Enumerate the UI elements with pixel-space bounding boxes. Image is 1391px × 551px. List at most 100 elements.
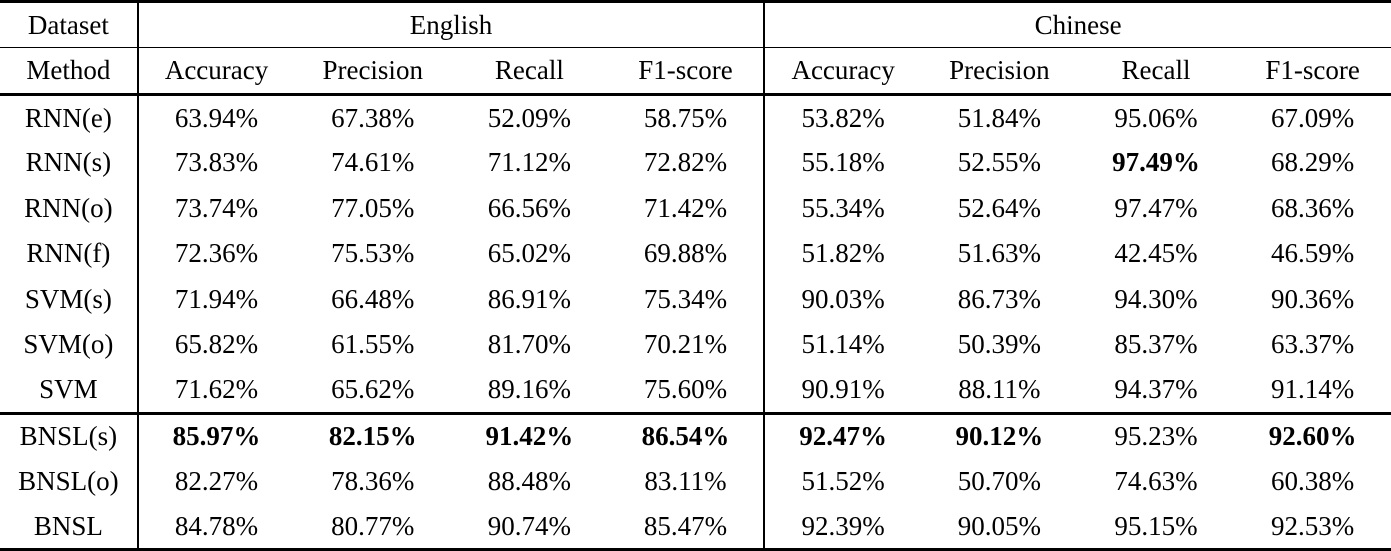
table-body: RNN(e) 63.94% 67.38% 52.09% 58.75% 53.82% 51.8…	[0, 94, 1391, 550]
value-cell: 72.82%	[607, 140, 766, 186]
value-cell: 63.37%	[1271, 329, 1355, 360]
value-cell: 92.60%	[1234, 411, 1391, 459]
value-cell: 46.59%	[1271, 238, 1355, 269]
method-cell: RNN(o)	[0, 185, 139, 231]
value-cell: 86.73%	[957, 283, 1041, 314]
value-cell: 95.15%	[1114, 510, 1198, 541]
method-cell: BNSL	[0, 504, 139, 550]
table-row: SVM(s) 71.94% 66.48% 86.91% 75.34% 90.03% 86.7…	[0, 276, 1391, 322]
group-header-chinese: Chinese	[764, 1, 1391, 48]
column-header-recall-chinese: Recall	[1077, 47, 1235, 96]
value-cell: 75.34%	[607, 276, 766, 322]
column-header-precision-english: Precision	[294, 47, 452, 96]
value-cell: 71.62%	[174, 374, 259, 404]
value-cell: 83.11%	[607, 458, 766, 504]
value-cell: 82.27%	[174, 465, 259, 496]
value-cell: 51.84%	[957, 102, 1041, 133]
value-cell: 95.23%	[1077, 411, 1235, 459]
value-cell: 50.39%	[957, 329, 1041, 360]
value-cell: 51.82%	[801, 238, 885, 269]
value-cell: 65.62%	[331, 374, 415, 404]
value-cell: 55.34%	[801, 192, 885, 223]
value-cell: 69.88%	[607, 231, 766, 277]
column-header-accuracy-chinese: Accuracy	[764, 47, 921, 96]
value-cell: 94.37%	[1114, 374, 1198, 404]
value-cell: 85.37%	[1114, 329, 1198, 360]
method-cell: SVM(o)	[0, 322, 139, 368]
value-cell: 91.14%	[1271, 374, 1355, 404]
group-header-row: Dataset English Chinese	[0, 1, 1391, 48]
value-cell: 90.74%	[487, 510, 571, 541]
value-cell: 50.70%	[957, 465, 1041, 496]
value-cell: 51.52%	[801, 465, 885, 496]
value-cell: 66.48%	[331, 283, 415, 314]
column-header-precision-chinese: Precision	[921, 47, 1078, 96]
value-cell: 90.91%	[801, 374, 885, 404]
column-header-recall-english: Recall	[451, 47, 608, 96]
value-cell: 71.94%	[174, 283, 259, 314]
method-cell: RNN(f)	[0, 231, 139, 277]
value-cell: 86.91%	[487, 283, 571, 314]
value-cell: 92.47%	[764, 411, 921, 459]
value-cell: 68.29%	[1271, 147, 1355, 178]
value-cell: 65.02%	[487, 238, 571, 269]
value-cell: 77.05%	[331, 192, 415, 223]
table-row: RNN(e) 63.94% 67.38% 52.09% 58.75% 53.82% 51.8…	[0, 94, 1391, 140]
method-cell: BNSL(s)	[0, 411, 139, 459]
table-row: BNSL(o) 82.27% 78.36% 88.48% 83.11% 51.52% 50.…	[0, 458, 1391, 504]
method-cell: RNN(s)	[0, 140, 139, 186]
value-cell: 61.55%	[331, 329, 415, 360]
table-row: BNSL 84.78% 80.77% 90.74% 85.47% 92.39% 90.05%…	[0, 504, 1391, 550]
value-cell: 90.05%	[957, 510, 1041, 541]
column-header-f1-english: F1-score	[607, 47, 766, 96]
method-cell: RNN(e)	[0, 94, 139, 140]
value-cell: 80.77%	[331, 510, 415, 541]
value-cell: 51.63%	[957, 238, 1041, 269]
value-cell: 71.42%	[607, 185, 766, 231]
metric-header-row: Method Accuracy Precision Recall F1-scor…	[0, 47, 1391, 96]
value-cell: 85.97%	[137, 411, 295, 459]
value-cell: 73.83%	[174, 147, 259, 178]
value-cell: 42.45%	[1114, 238, 1198, 269]
method-cell: SVM	[0, 367, 139, 413]
value-cell: 58.75%	[607, 94, 766, 140]
value-cell: 52.64%	[957, 192, 1041, 223]
group-header-english: English	[137, 1, 766, 48]
value-cell: 84.78%	[174, 510, 259, 541]
value-cell: 92.53%	[1271, 510, 1355, 541]
table-row: RNN(o) 73.74% 77.05% 66.56% 71.42% 55.34% 52.6…	[0, 185, 1391, 231]
column-header-f1-chinese: F1-score	[1234, 47, 1391, 96]
value-cell: 73.74%	[174, 192, 259, 223]
dataset-header: Dataset	[0, 1, 139, 48]
value-cell: 97.47%	[1114, 192, 1198, 223]
value-cell: 78.36%	[331, 465, 415, 496]
value-cell: 74.63%	[1114, 465, 1198, 496]
value-cell: 75.60%	[607, 367, 766, 413]
table-row: BNSL(s) 85.97% 82.15% 91.42% 86.54% 92.47% 90.…	[0, 411, 1391, 459]
value-cell: 63.94%	[174, 102, 259, 133]
value-cell: 70.21%	[607, 322, 766, 368]
value-cell: 92.39%	[801, 510, 885, 541]
value-cell: 91.42%	[451, 411, 608, 459]
value-cell: 82.15%	[294, 411, 452, 459]
table-row: SVM 71.62% 65.62% 89.16% 75.60% 90.91% 88.11% 9…	[0, 367, 1391, 413]
value-cell: 75.53%	[331, 238, 415, 269]
value-cell: 52.55%	[957, 147, 1041, 178]
value-cell: 88.48%	[487, 465, 571, 496]
value-cell: 88.11%	[958, 374, 1041, 404]
column-header-accuracy-english: Accuracy	[137, 47, 295, 96]
value-cell: 67.38%	[331, 102, 415, 133]
value-cell: 94.30%	[1114, 283, 1198, 314]
value-cell: 68.36%	[1271, 192, 1355, 223]
value-cell: 90.36%	[1271, 283, 1355, 314]
value-cell: 51.14%	[801, 329, 885, 360]
value-cell: 74.61%	[331, 147, 415, 178]
value-cell: 52.09%	[487, 102, 571, 133]
table-row: SVM(o) 65.82% 61.55% 81.70% 70.21% 51.14% 50.3…	[0, 322, 1391, 368]
value-cell: 97.49%	[1112, 147, 1200, 178]
value-cell: 66.56%	[487, 192, 571, 223]
table-row: RNN(f) 72.36% 75.53% 65.02% 69.88% 51.82% 51.6…	[0, 231, 1391, 277]
value-cell: 65.82%	[174, 329, 259, 360]
table-row: RNN(s) 73.83% 74.61% 71.12% 72.82% 55.18% 52.5…	[0, 140, 1391, 186]
